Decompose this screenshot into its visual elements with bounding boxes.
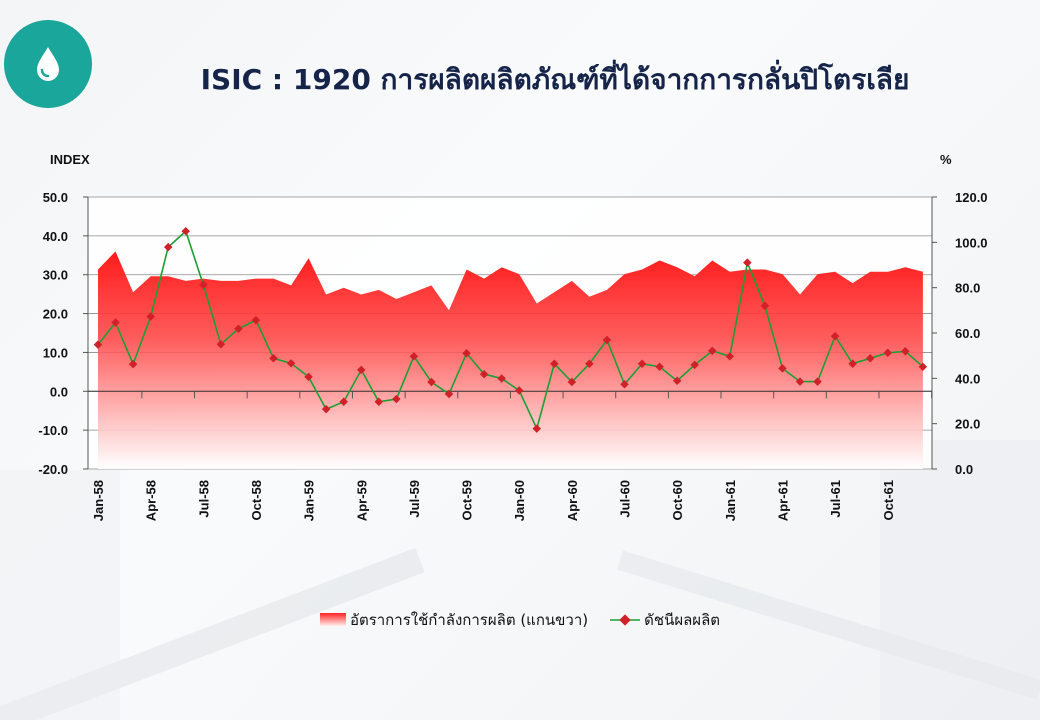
index-point: [655, 362, 664, 372]
left-tick-label: -20.0: [38, 462, 68, 477]
index-point: [199, 280, 208, 290]
index-point: [374, 397, 384, 407]
index-point: [637, 359, 647, 368]
x-tick-label: Jul-58: [196, 480, 211, 518]
index-point: [146, 312, 155, 321]
index-point: [479, 369, 489, 379]
legend-line-swatch: [610, 614, 641, 626]
index-point: [357, 365, 366, 375]
index-line: [97, 229, 924, 431]
right-tick-label: 0.0: [955, 462, 973, 477]
x-tick-label: Oct-61: [881, 480, 896, 520]
index-point: [585, 359, 594, 368]
index-point: [497, 374, 506, 383]
x-tick-label: Apr-61: [775, 480, 790, 521]
left-tick-label: 10.0: [43, 345, 68, 360]
right-tick-label: 80.0: [955, 281, 980, 296]
index-point: [286, 359, 296, 368]
left-tick-label: -10.0: [38, 423, 68, 438]
index-point: [848, 359, 857, 368]
logo: [4, 20, 92, 108]
index-point: [234, 324, 243, 333]
x-tick-label: Jan-61: [723, 480, 738, 521]
page-title: ISIC : 1920 การผลิตผลิตภัณฑ์ที่ได้จากการ…: [200, 63, 910, 96]
line-series: [93, 226, 928, 433]
index-point: [462, 348, 471, 358]
index-point: [304, 372, 313, 382]
left-tick-label: 20.0: [43, 307, 68, 322]
index-point: [128, 359, 138, 369]
index-point: [339, 397, 348, 407]
right-tick-label: 60.0: [955, 326, 980, 341]
axes: [83, 196, 937, 470]
x-tick-label: Oct-58: [249, 480, 264, 520]
index-point: [602, 335, 612, 345]
index-point: [883, 348, 892, 358]
index-point: [93, 340, 103, 349]
index-point: [813, 377, 822, 386]
x-tick-label: Jan-60: [512, 480, 527, 521]
x-tick-label: Jan-59: [302, 480, 317, 521]
right-tick-label: 120.0: [955, 190, 988, 205]
x-tick-label: Jul-59: [407, 480, 422, 518]
x-tick-label: Jul-61: [828, 480, 843, 518]
index-point: [918, 362, 928, 372]
index-point: [725, 352, 735, 361]
index-point: [532, 424, 541, 433]
right-tick-label: 40.0: [955, 371, 980, 386]
index-point: [672, 376, 682, 386]
right-tick-label: 100.0: [955, 235, 988, 250]
index-point: [760, 301, 770, 311]
right-tick-label: 20.0: [955, 417, 980, 432]
index-point: [795, 377, 805, 386]
left-tick-label: 0.0: [50, 384, 68, 399]
index-point: [444, 389, 454, 399]
index-point: [514, 386, 524, 395]
index-point: [901, 347, 910, 356]
index-point: [321, 404, 331, 414]
index-point: [251, 315, 261, 325]
legend-area-swatch: [319, 613, 346, 627]
index-point: [216, 340, 226, 349]
index-point: [865, 354, 875, 363]
index-point: [567, 377, 577, 387]
x-tick-label: Jul-60: [618, 480, 633, 518]
legend-label-index: ดัชนีผลผลิต: [644, 611, 721, 629]
index-point: [708, 346, 717, 356]
index-point: [181, 226, 190, 236]
index-point: [778, 364, 787, 373]
area-series: [98, 251, 923, 469]
x-tick-label: Apr-60: [565, 480, 580, 521]
x-tick-label: Apr-58: [144, 480, 159, 521]
x-tick-label: Oct-59: [460, 480, 475, 520]
legend-label-capacity: อัตราการใช้กำลังการผลิต (แกนขวา): [349, 611, 589, 629]
index-point: [163, 242, 173, 252]
left-tick-label: 30.0: [43, 268, 68, 283]
right-axis-unit: %: [940, 152, 952, 167]
x-tick-label: Oct-60: [670, 480, 685, 520]
index-point: [111, 318, 120, 327]
x-tick-label: Apr-59: [354, 480, 369, 521]
left-axis-unit: INDEX: [50, 152, 90, 167]
index-point: [427, 377, 436, 387]
legend: อัตราการใช้กำลังการผลิต (แกนขวา) ดัชนีผล…: [0, 608, 1040, 632]
index-point: [620, 380, 629, 389]
axis-labels: 50.0 40.0 30.0 20.0 10.0 0.0 -10.0 -20.0 120.0 10…: [38, 190, 987, 521]
index-point: [269, 354, 278, 363]
legend-item-capacity: อัตราการใช้กำลังการผลิต (แกนขวา): [319, 608, 589, 632]
x-tick-label: Jan-58: [91, 480, 106, 521]
index-point: [830, 331, 840, 341]
left-tick-label: 40.0: [43, 229, 68, 244]
left-tick-label: 50.0: [43, 190, 68, 205]
index-point: [392, 394, 401, 404]
legend-item-index: ดัชนีผลผลิต: [610, 608, 720, 632]
index-point: [743, 258, 752, 267]
oil-drop-icon: [37, 47, 59, 81]
index-point: [550, 359, 559, 368]
capacity-area: [98, 251, 923, 469]
index-point: [409, 352, 419, 361]
index-point: [690, 360, 699, 370]
